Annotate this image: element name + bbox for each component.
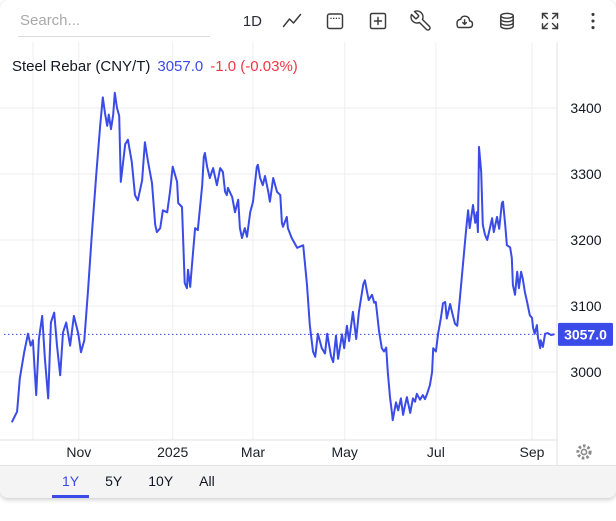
current-price-badge-label: 3057.0 [564, 326, 607, 342]
x-axis-label: Sep [520, 444, 545, 460]
cloud-download-icon [456, 15, 474, 29]
fullscreen-icon [541, 12, 559, 30]
x-axis-label: Nov [66, 444, 91, 460]
interval-button[interactable]: 1D [243, 7, 262, 35]
fullscreen-button[interactable] [537, 7, 563, 35]
plus-square-icon [369, 12, 387, 30]
range-tab-5y[interactable]: 5Y [95, 466, 132, 498]
gear-icon [576, 444, 592, 460]
toolbar: 1D [0, 0, 616, 42]
add-panel-button[interactable] [365, 7, 391, 35]
toolbar-buttons: 1D [243, 7, 616, 35]
y-axis-label: 3100 [570, 298, 601, 314]
x-axis-label: May [331, 444, 357, 460]
tools-button[interactable] [408, 7, 434, 35]
range-tabs: 1Y 5Y 10Y All [0, 465, 616, 498]
overflow-menu-button[interactable] [580, 7, 606, 35]
chart-widget-card: 1D [0, 0, 616, 498]
x-axis-label: Jul [427, 444, 445, 460]
range-tab-10y[interactable]: 10Y [138, 466, 183, 498]
x-axis-label: Mar [241, 444, 265, 460]
range-tab-all[interactable]: All [189, 466, 225, 498]
wrench-icon [410, 10, 431, 31]
y-axis-label: 3000 [570, 364, 601, 380]
trend-line-icon [282, 13, 302, 28]
settings-gear-button[interactable] [572, 440, 596, 464]
y-axis-label: 3400 [570, 100, 601, 116]
x-axis-label: 2025 [157, 444, 188, 460]
snapshot-button[interactable] [451, 7, 477, 35]
y-axis-label: 3300 [570, 166, 601, 182]
price-line-series [11, 91, 555, 423]
current-price-badge [558, 322, 613, 346]
data-source-button[interactable] [494, 7, 520, 35]
range-tab-1y[interactable]: 1Y [52, 466, 90, 498]
chart-area: 3400 3300 3200 3100 3000 Nov 2025 Mar May Jul Sep 3… [0, 42, 616, 465]
chart-style-button[interactable] [279, 7, 305, 35]
kebab-menu-icon [591, 12, 595, 30]
calendar-button[interactable] [322, 7, 348, 35]
calendar-icon [326, 13, 344, 30]
price-chart-canvas[interactable]: 3400 3300 3200 3100 3000 Nov 2025 Mar May Jul Sep 3… [0, 42, 616, 465]
search-input[interactable] [18, 5, 210, 37]
database-icon [500, 12, 514, 30]
y-axis-label: 3200 [570, 232, 601, 248]
